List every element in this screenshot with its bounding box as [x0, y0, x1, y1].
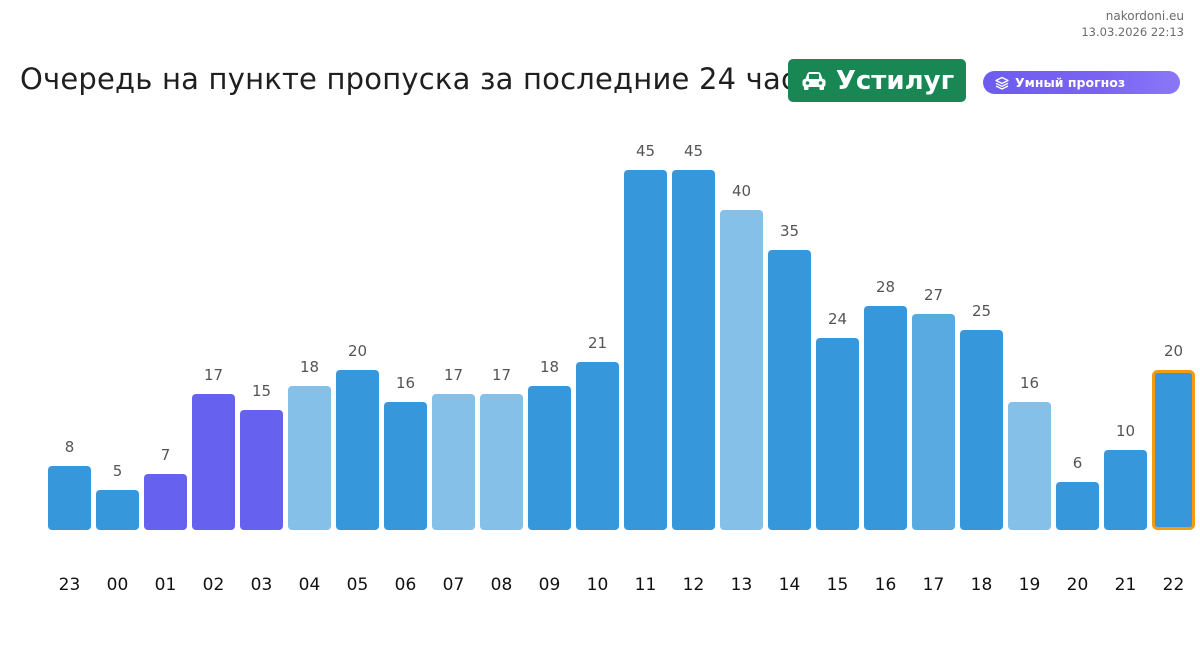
place-name: Устилуг	[835, 65, 955, 96]
bar-02[interactable]	[192, 394, 235, 530]
data-label-22: 20	[1164, 342, 1183, 360]
bar-22[interactable]	[1152, 370, 1195, 530]
bar-00[interactable]	[96, 490, 139, 530]
x-tick-14: 14	[779, 575, 801, 595]
x-tick-11: 11	[635, 575, 657, 595]
bar-18[interactable]	[960, 330, 1003, 530]
bar-17[interactable]	[912, 314, 955, 530]
forecast-label: Умный прогноз	[1015, 75, 1126, 90]
x-tick-12: 12	[683, 575, 705, 595]
x-tick-19: 19	[1019, 575, 1041, 595]
x-tick-13: 13	[731, 575, 753, 595]
bar-13[interactable]	[720, 210, 763, 530]
data-label-15: 24	[828, 310, 847, 328]
data-label-21: 10	[1116, 422, 1135, 440]
data-label-14: 35	[780, 222, 799, 240]
data-label-03: 15	[252, 382, 271, 400]
data-label-01: 7	[161, 446, 171, 464]
x-tick-03: 03	[251, 575, 273, 595]
x-tick-09: 09	[539, 575, 561, 595]
page-title: Очередь на пункте пропуска за последние …	[20, 62, 816, 96]
car-icon	[800, 69, 828, 93]
bar-21[interactable]	[1104, 450, 1147, 530]
smart-forecast-button[interactable]: Умный прогноз	[983, 71, 1180, 94]
bar-23[interactable]	[48, 466, 91, 530]
bar-01[interactable]	[144, 474, 187, 530]
bar-12[interactable]	[672, 170, 715, 530]
x-tick-05: 05	[347, 575, 369, 595]
x-tick-08: 08	[491, 575, 513, 595]
x-tick-01: 01	[155, 575, 177, 595]
site-name: nakordoni.eu	[1105, 9, 1184, 23]
data-label-18: 25	[972, 302, 991, 320]
bar-20[interactable]	[1056, 482, 1099, 530]
data-label-19: 16	[1020, 374, 1039, 392]
x-tick-21: 21	[1115, 575, 1137, 595]
data-label-00: 5	[113, 462, 123, 480]
data-label-12: 45	[684, 142, 703, 160]
data-label-08: 17	[492, 366, 511, 384]
bar-16[interactable]	[864, 306, 907, 530]
bar-09[interactable]	[528, 386, 571, 530]
data-label-10: 21	[588, 334, 607, 352]
data-label-17: 27	[924, 286, 943, 304]
x-tick-00: 00	[107, 575, 129, 595]
bar-03[interactable]	[240, 410, 283, 530]
data-label-20: 6	[1073, 454, 1083, 472]
x-tick-15: 15	[827, 575, 849, 595]
x-tick-16: 16	[875, 575, 897, 595]
bar-04[interactable]	[288, 386, 331, 530]
bar-07[interactable]	[432, 394, 475, 530]
bar-14[interactable]	[768, 250, 811, 530]
place-badge[interactable]: Устилуг	[788, 59, 966, 102]
data-label-07: 17	[444, 366, 463, 384]
data-label-11: 45	[636, 142, 655, 160]
x-tick-06: 06	[395, 575, 417, 595]
data-label-09: 18	[540, 358, 559, 376]
data-label-04: 18	[300, 358, 319, 376]
bar-06[interactable]	[384, 402, 427, 530]
bar-15[interactable]	[816, 338, 859, 530]
x-tick-23: 23	[59, 575, 81, 595]
site-meta: nakordoni.eu 13.03.2026 22:13	[1081, 8, 1184, 40]
bar-19[interactable]	[1008, 402, 1051, 530]
data-label-02: 17	[204, 366, 223, 384]
x-tick-20: 20	[1067, 575, 1089, 595]
x-tick-04: 04	[299, 575, 321, 595]
bar-11[interactable]	[624, 170, 667, 530]
x-tick-02: 02	[203, 575, 225, 595]
timestamp: 13.03.2026 22:13	[1081, 25, 1184, 39]
data-label-16: 28	[876, 278, 895, 296]
data-label-23: 8	[65, 438, 75, 456]
x-tick-10: 10	[587, 575, 609, 595]
bar-08[interactable]	[480, 394, 523, 530]
data-label-05: 20	[348, 342, 367, 360]
x-tick-07: 07	[443, 575, 465, 595]
data-label-06: 16	[396, 374, 415, 392]
x-tick-17: 17	[923, 575, 945, 595]
bar-10[interactable]	[576, 362, 619, 530]
layers-icon	[995, 76, 1009, 90]
x-tick-18: 18	[971, 575, 993, 595]
bar-05[interactable]	[336, 370, 379, 530]
x-tick-22: 22	[1163, 575, 1185, 595]
data-label-13: 40	[732, 182, 751, 200]
